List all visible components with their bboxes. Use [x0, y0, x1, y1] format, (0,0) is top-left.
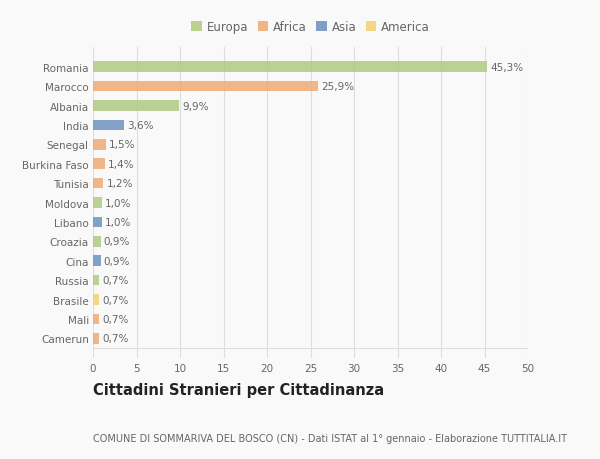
Bar: [93, 236, 101, 247]
Text: 0,7%: 0,7%: [102, 275, 128, 285]
Text: 9,9%: 9,9%: [182, 101, 209, 111]
Text: 1,0%: 1,0%: [105, 198, 131, 208]
Legend: Europa, Africa, Asia, America: Europa, Africa, Asia, America: [189, 18, 432, 36]
Bar: [93, 179, 103, 189]
Bar: [93, 333, 99, 344]
Text: 0,9%: 0,9%: [104, 237, 130, 247]
Text: Cittadini Stranieri per Cittadinanza: Cittadini Stranieri per Cittadinanza: [93, 382, 384, 397]
Text: 1,0%: 1,0%: [105, 218, 131, 228]
Text: 3,6%: 3,6%: [127, 121, 154, 131]
Bar: [93, 314, 99, 325]
Text: 0,7%: 0,7%: [102, 314, 128, 324]
Text: 45,3%: 45,3%: [490, 62, 523, 73]
Bar: [93, 62, 487, 73]
Text: 25,9%: 25,9%: [322, 82, 355, 92]
Text: COMUNE DI SOMMARIVA DEL BOSCO (CN) - Dati ISTAT al 1° gennaio - Elaborazione TUT: COMUNE DI SOMMARIVA DEL BOSCO (CN) - Dat…: [93, 433, 567, 443]
Bar: [93, 120, 124, 131]
Text: 0,9%: 0,9%: [104, 256, 130, 266]
Bar: [93, 256, 101, 267]
Text: 1,4%: 1,4%: [108, 159, 135, 169]
Bar: [93, 275, 99, 286]
Bar: [93, 295, 99, 305]
Text: 0,7%: 0,7%: [102, 334, 128, 344]
Text: 1,2%: 1,2%: [106, 179, 133, 189]
Bar: [93, 159, 105, 170]
Bar: [93, 198, 102, 208]
Bar: [93, 140, 106, 151]
Bar: [93, 101, 179, 112]
Text: 0,7%: 0,7%: [102, 295, 128, 305]
Bar: [93, 217, 102, 228]
Text: 1,5%: 1,5%: [109, 140, 136, 150]
Bar: [93, 82, 319, 92]
